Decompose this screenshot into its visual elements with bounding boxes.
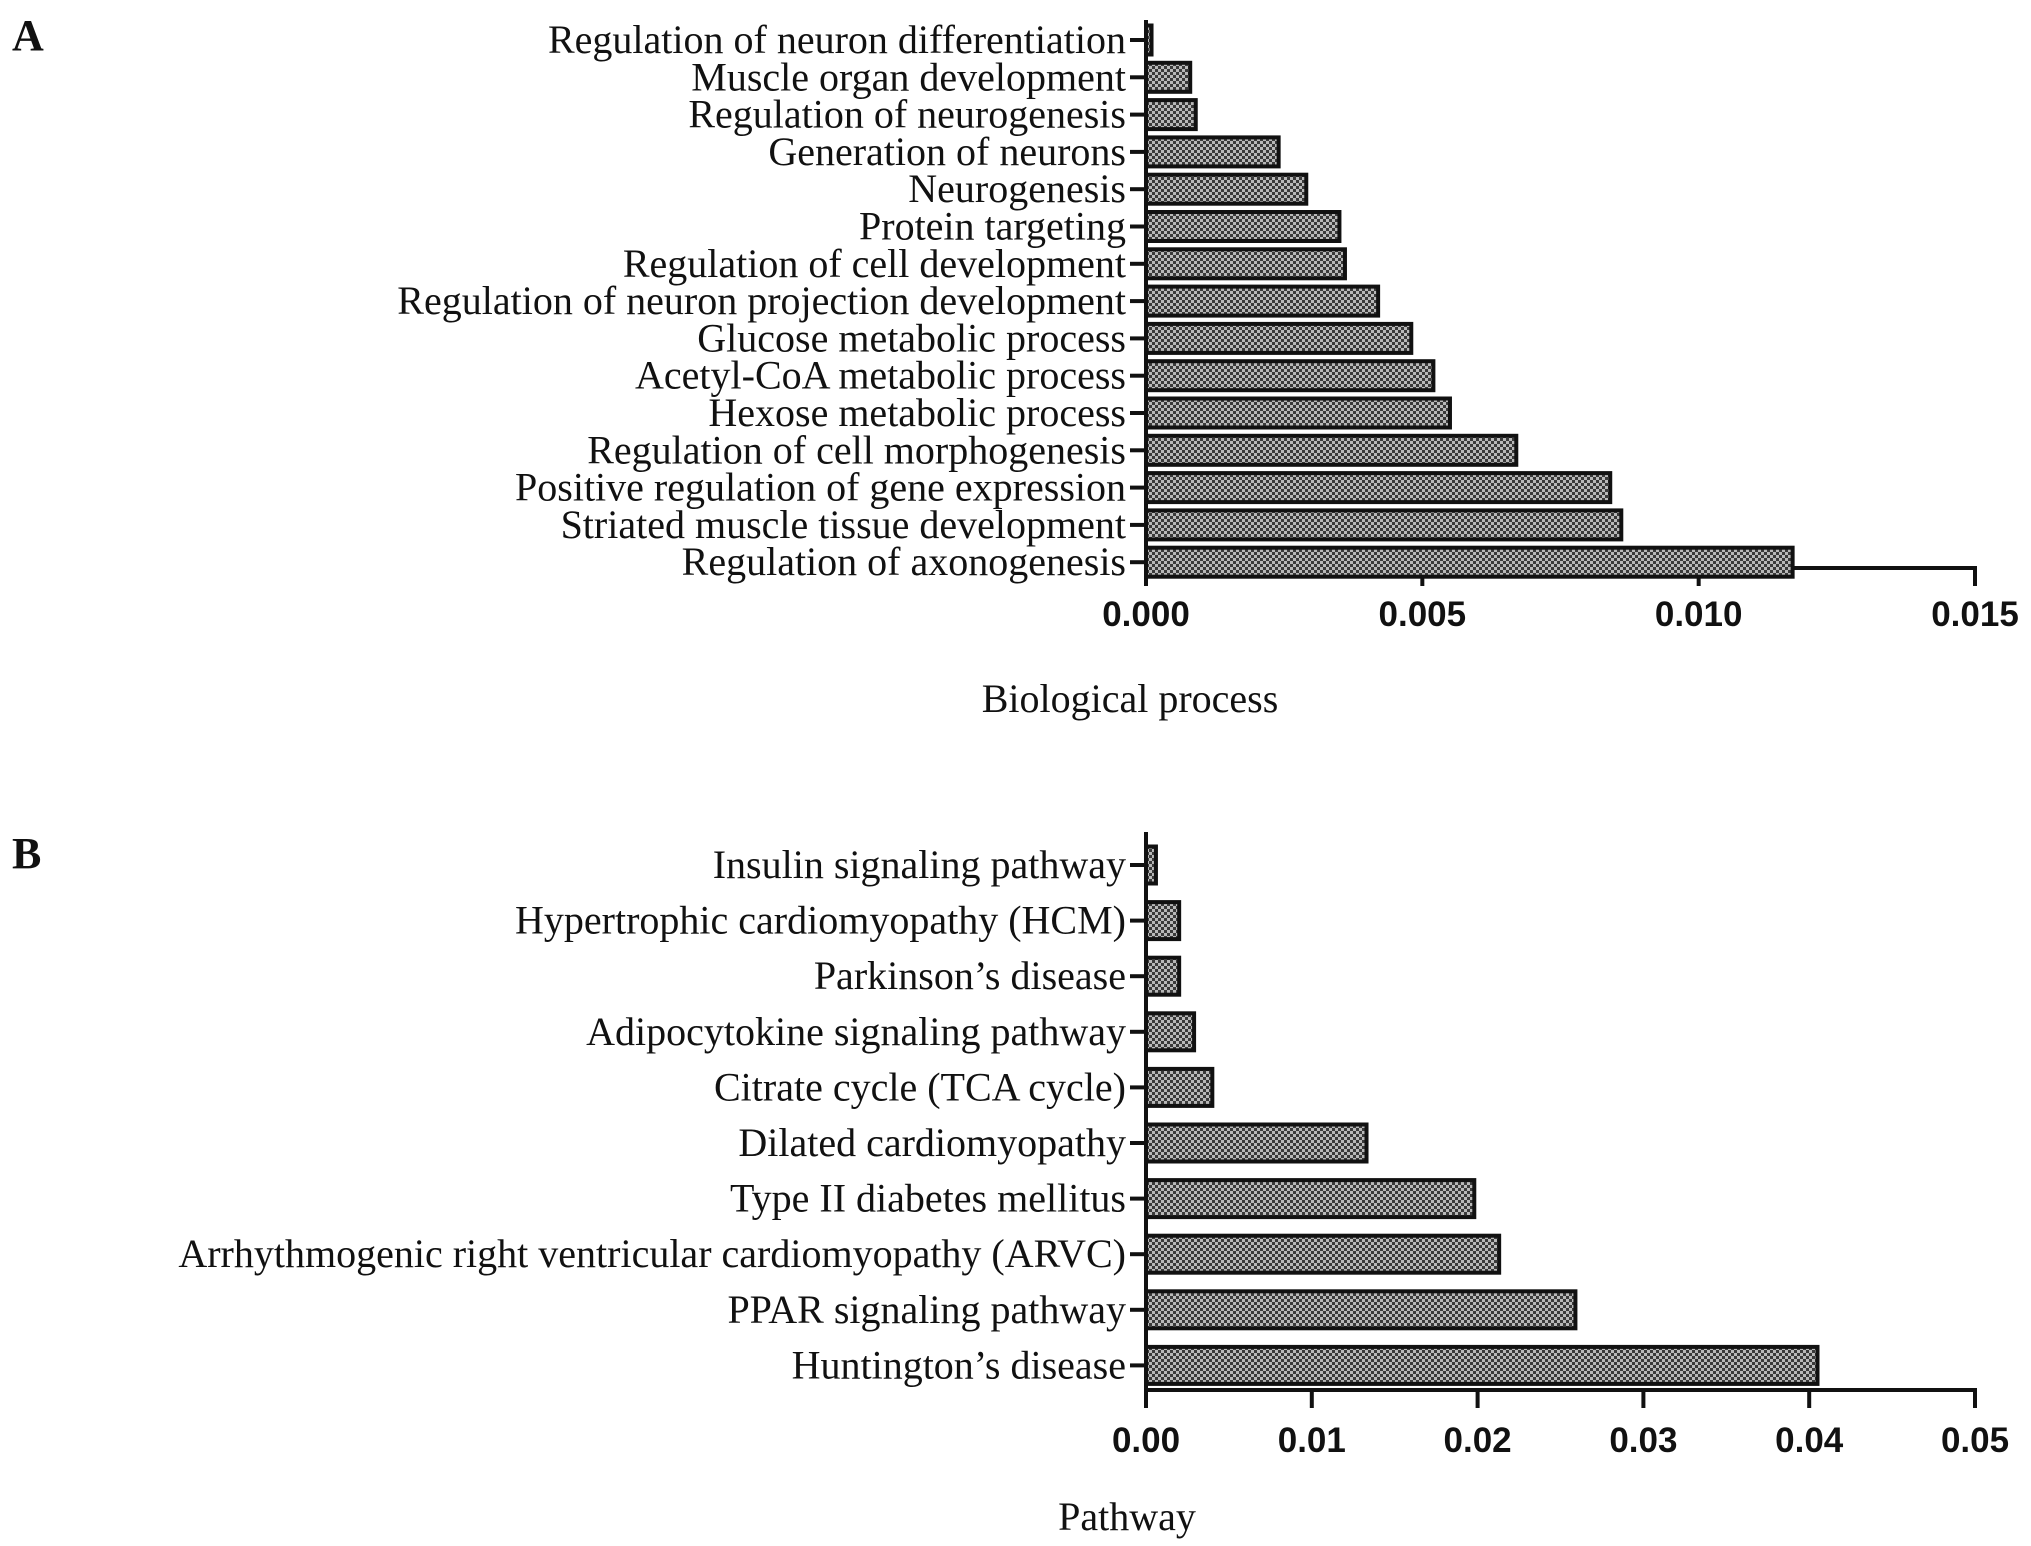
category-label: Hexose metabolic process	[708, 390, 1126, 435]
bar	[1144, 1344, 1820, 1386]
x-tick-label: 0.00	[1112, 1421, 1180, 1460]
category-label: Arrhythmogenic right ventricular cardiom…	[178, 1231, 1126, 1276]
bar	[1144, 172, 1309, 206]
category-label: Regulation of neuron differentiation	[548, 17, 1126, 62]
category-label: Regulation of neuron projection developm…	[397, 278, 1126, 323]
category-label: Citrate cycle (TCA cycle)	[714, 1064, 1126, 1109]
x-tick-label: 0.05	[1941, 1421, 2009, 1460]
category-label: PPAR signaling pathway	[727, 1287, 1126, 1332]
x-axis-title: Biological process	[982, 676, 1279, 721]
bar	[1144, 1066, 1215, 1108]
category-label: Generation of neurons	[768, 129, 1126, 174]
bar	[1144, 1011, 1197, 1053]
bar	[1144, 508, 1624, 542]
category-label: Striated muscle tissue development	[561, 502, 1126, 547]
bar	[1144, 98, 1198, 132]
category-label: Insulin signaling pathway	[713, 842, 1126, 887]
x-tick-label: 0.010	[1655, 595, 1743, 634]
bar	[1144, 433, 1519, 467]
category-label: Neurogenesis	[908, 166, 1126, 211]
x-tick-label: 0.005	[1379, 595, 1467, 634]
category-label: Huntington’s disease	[792, 1342, 1126, 1387]
bar	[1144, 545, 1795, 579]
category-label: Regulation of axonogenesis	[682, 539, 1126, 584]
category-label: Dilated cardiomyopathy	[738, 1120, 1126, 1165]
category-label: Regulation of cell morphogenesis	[587, 427, 1126, 472]
x-tick-label: 0.01	[1278, 1421, 1346, 1460]
x-tick-label: 0.015	[1931, 595, 2019, 634]
bar	[1144, 135, 1281, 169]
bar	[1144, 210, 1342, 243]
panel-label: A	[12, 11, 44, 60]
bar	[1144, 1178, 1477, 1220]
bar	[1144, 1122, 1369, 1164]
bar	[1144, 321, 1414, 355]
category-label: Muscle organ development	[691, 54, 1126, 99]
category-label: Regulation of neurogenesis	[688, 92, 1126, 137]
category-label: Protein targeting	[859, 204, 1126, 249]
bar	[1144, 60, 1193, 94]
bar	[1144, 359, 1436, 393]
bar	[1144, 1289, 1578, 1331]
panel-b: B 0.00 0.01 0.02 0.03 0.04 0.05 Insulin signali…	[12, 829, 2009, 1539]
category-label: Regulation of cell development	[623, 241, 1126, 286]
bar	[1144, 844, 1158, 886]
bar	[1144, 23, 1154, 57]
category-label: Type II diabetes mellitus	[730, 1176, 1126, 1221]
category-label: Hypertrophic cardiomyopathy (HCM)	[515, 898, 1126, 943]
x-tick-label: 0.04	[1775, 1421, 1844, 1460]
category-label: Acetyl-CoA metabolic process	[635, 353, 1126, 398]
panel-label: B	[12, 829, 41, 878]
x-tick-label: 0.03	[1609, 1421, 1677, 1460]
category-label: Glucose metabolic process	[697, 315, 1126, 360]
x-tick-label: 0.000	[1102, 595, 1190, 634]
category-label: Positive regulation of gene expression	[515, 465, 1126, 510]
x-axis-title: Pathway	[1058, 1494, 1196, 1539]
bar	[1144, 1233, 1502, 1275]
bar	[1144, 471, 1613, 505]
bar	[1144, 900, 1182, 942]
category-label: Adipocytokine signaling pathway	[586, 1009, 1126, 1054]
bar	[1144, 247, 1347, 281]
category-label: Parkinson’s disease	[814, 953, 1126, 998]
bar	[1144, 396, 1452, 430]
panel-a: A 0.000 0.005 0.010 0.015 Regulation of neuro…	[12, 11, 2019, 721]
x-tick-label: 0.02	[1444, 1421, 1512, 1460]
bar	[1144, 284, 1381, 318]
bar	[1144, 955, 1182, 997]
